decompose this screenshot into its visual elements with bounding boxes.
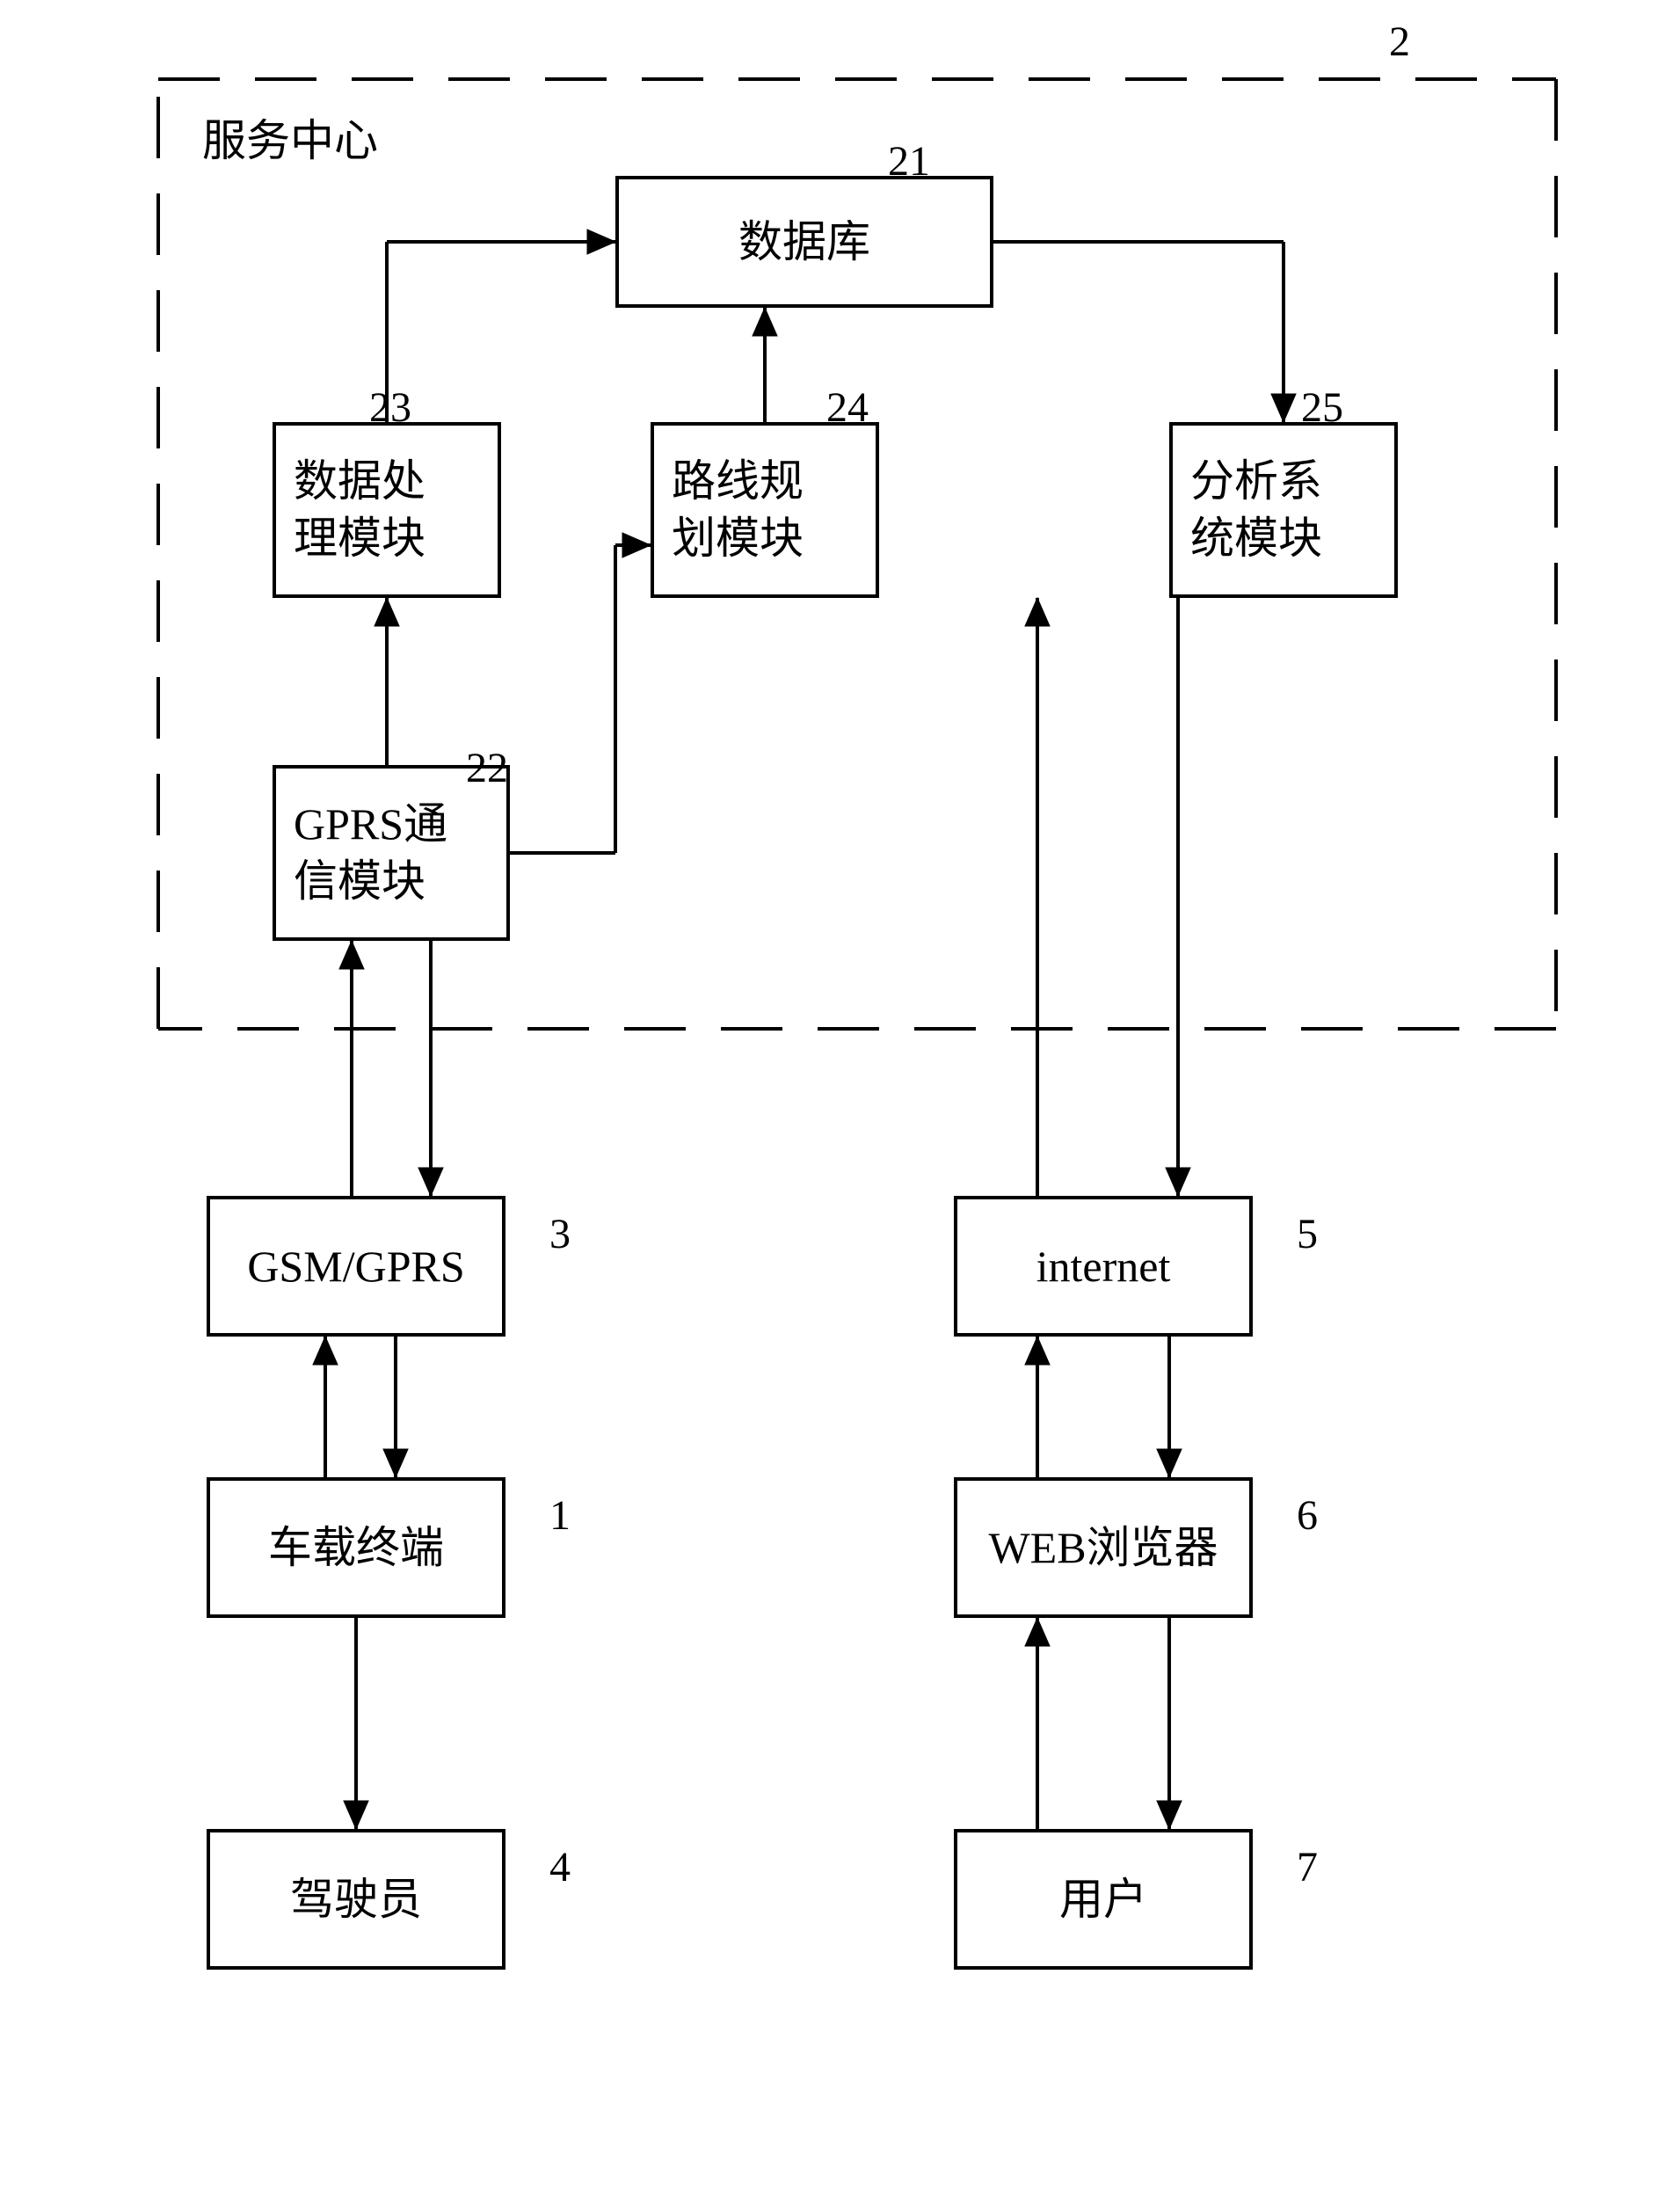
node-n5-id: 5 <box>1297 1210 1318 1258</box>
node-n21: 数据库 <box>615 176 993 308</box>
node-n6-line0: WEB浏览器 <box>988 1519 1218 1577</box>
node-n3-id: 3 <box>549 1210 571 1258</box>
node-n1: 车载终端 <box>207 1477 505 1618</box>
service-center-title: 服务中心 <box>202 106 378 169</box>
node-n7-line0: 用户 <box>1059 1871 1147 1928</box>
node-n1-line0: 车载终端 <box>268 1519 444 1577</box>
node-n23-line1: 理模块 <box>294 510 425 567</box>
node-n7: 用户 <box>954 1829 1253 1970</box>
node-n3: GSM/GPRS <box>207 1196 505 1337</box>
node-n3-line0: GSM/GPRS <box>247 1238 464 1295</box>
node-n4-id: 4 <box>549 1843 571 1891</box>
node-n25-id: 25 <box>1301 383 1343 432</box>
node-n4: 驾驶员 <box>207 1829 505 1970</box>
node-n5-line0: internet <box>1036 1238 1171 1295</box>
node-n6-id: 6 <box>1297 1491 1318 1540</box>
service-center-id: 2 <box>1389 18 1410 66</box>
node-n21-id: 21 <box>888 137 930 186</box>
node-n24-line1: 划模块 <box>672 510 804 567</box>
node-n24-line0: 路线规 <box>672 453 804 510</box>
node-n1-id: 1 <box>549 1491 571 1540</box>
node-n5: internet <box>954 1196 1253 1337</box>
node-n22-line0: GPRS通 <box>294 796 447 853</box>
node-n7-id: 7 <box>1297 1843 1318 1891</box>
node-n25: 分析系统模块 <box>1169 422 1398 598</box>
node-n23-id: 23 <box>369 383 411 432</box>
node-n25-line1: 统模块 <box>1190 510 1322 567</box>
node-n6: WEB浏览器 <box>954 1477 1253 1618</box>
node-n21-line0: 数据库 <box>738 214 870 271</box>
node-n23-line0: 数据处 <box>294 453 425 510</box>
node-n24-id: 24 <box>826 383 869 432</box>
node-n23: 数据处理模块 <box>273 422 501 598</box>
node-n24: 路线规划模块 <box>651 422 879 598</box>
node-n4-line0: 驾驶员 <box>290 1871 422 1928</box>
node-n22-line1: 信模块 <box>294 853 425 910</box>
node-n22-id: 22 <box>466 744 508 792</box>
node-n25-line0: 分析系 <box>1190 453 1322 510</box>
diagram-canvas: 服务中心2数据库21数据处理模块23路线规划模块24分析系统模块25GPRS通信… <box>0 0 1680 2193</box>
